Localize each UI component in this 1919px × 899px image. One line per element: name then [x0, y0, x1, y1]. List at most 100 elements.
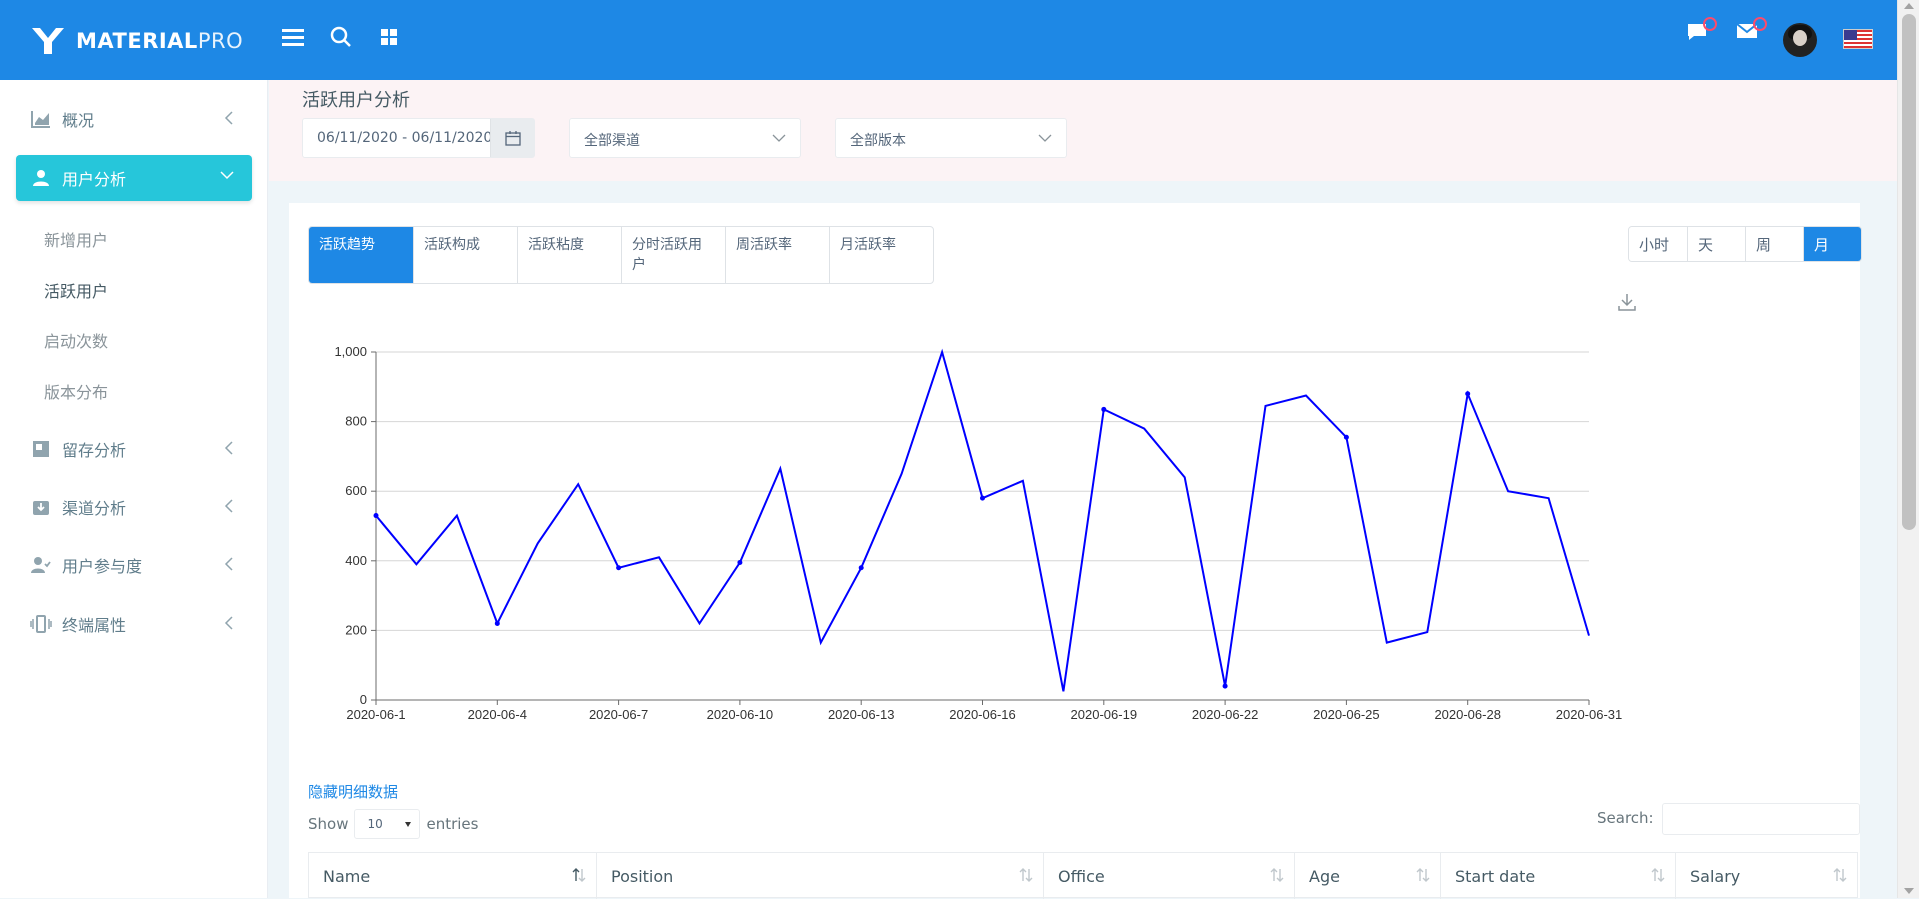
version-select-value: 全部版本	[850, 133, 906, 149]
x-tick-label: 2020-06-13	[828, 707, 895, 722]
period-toggle: 小时 天 周 月	[1628, 226, 1862, 262]
us-flag-icon[interactable]	[1843, 29, 1873, 49]
data-point	[1222, 683, 1228, 689]
column-header-name[interactable]: Name	[309, 853, 596, 899]
sort-icon	[1416, 868, 1430, 882]
toggle-detail-link[interactable]: 隐藏明细数据	[308, 783, 399, 801]
sidebar-item-engagement[interactable]: 用户参与度	[16, 542, 252, 588]
tab-active-trend[interactable]: 活跃趋势	[309, 227, 413, 283]
sidebar-item-label: 用户分析	[62, 170, 127, 189]
chevron-left-icon	[224, 441, 233, 455]
date-range-value[interactable]: 06/11/2020 - 06/11/2020	[317, 130, 490, 146]
x-tick-label: 2020-06-28	[1434, 707, 1501, 722]
period-week-button[interactable]: 周	[1745, 227, 1803, 261]
version-select[interactable]: 全部版本	[835, 118, 1067, 158]
sort-icon	[1270, 868, 1284, 882]
calendar-icon[interactable]	[490, 119, 534, 157]
scrollbar-thumb[interactable]	[1902, 14, 1916, 530]
brand-logo[interactable]: MATERIALPRO	[30, 24, 243, 58]
x-tick-label: 2020-06-1	[346, 707, 405, 722]
x-tick-label: 2020-06-31	[1556, 707, 1623, 722]
column-label: Name	[323, 867, 371, 886]
data-point	[737, 560, 743, 566]
column-header-age[interactable]: Age	[1294, 853, 1440, 899]
y-tick-label: 1,000	[334, 344, 367, 359]
message-icon[interactable]	[1686, 17, 1717, 46]
sidebar-item-label: 用户参与度	[62, 557, 143, 576]
tab-monthly-active-rate[interactable]: 月活跃率	[829, 227, 933, 283]
y-tick-label: 600	[345, 483, 367, 498]
period-hour-button[interactable]: 小时	[1629, 227, 1687, 261]
sort-asc-icon	[572, 868, 586, 882]
y-tick-label: 0	[360, 692, 367, 707]
download-icon[interactable]	[1617, 292, 1637, 312]
series-line	[375, 348, 1590, 692]
search-input[interactable]	[1662, 803, 1860, 835]
y-tick-label: 200	[345, 622, 367, 637]
date-range-picker[interactable]: 06/11/2020 - 06/11/2020	[302, 118, 535, 158]
tab-hourly-active[interactable]: 分时活跃用户	[621, 227, 725, 283]
sidebar-item-retention[interactable]: 留存分析	[16, 426, 252, 472]
column-header-position[interactable]: Position	[596, 853, 1043, 899]
channel-select[interactable]: 全部渠道	[569, 118, 801, 158]
search-label: Search:	[1597, 809, 1654, 827]
period-month-button[interactable]: 月	[1803, 227, 1861, 261]
x-tick-label: 2020-06-25	[1313, 707, 1380, 722]
scroll-down-icon[interactable]	[1904, 888, 1914, 894]
tab-active-composition[interactable]: 活跃构成	[413, 227, 517, 283]
y-tick-label: 400	[345, 553, 367, 568]
active-users-line-chart: 0 200 400 600 800 1,000 2020-06-1 2020-06-4 2020…	[334, 344, 1623, 722]
sort-icon	[1833, 868, 1847, 882]
filter-bar	[269, 80, 1897, 181]
sidebar-subitem-launches[interactable]: 启动次数	[44, 332, 109, 351]
mail-icon[interactable]	[1736, 17, 1767, 44]
table-header: Name Position Office Age Start date Sala…	[308, 852, 1858, 899]
chart-icon	[30, 108, 52, 130]
column-label: Salary	[1690, 867, 1741, 886]
page-title: 活跃用户分析	[302, 90, 410, 111]
sidebar-item-device[interactable]: 终端属性	[16, 601, 252, 647]
sidebar-subitem-new-users[interactable]: 新增用户	[44, 231, 109, 250]
data-point	[1343, 434, 1349, 440]
search-icon[interactable]	[328, 24, 354, 50]
avatar[interactable]	[1783, 23, 1817, 57]
x-tick-label: 2020-06-22	[1192, 707, 1259, 722]
data-point	[373, 513, 379, 519]
sidebar-item-overview[interactable]: 概况	[16, 96, 252, 142]
x-tick-label: 2020-06-7	[589, 707, 648, 722]
grid-icon[interactable]	[376, 24, 402, 50]
column-header-office[interactable]: Office	[1043, 853, 1294, 899]
download-box-icon	[30, 496, 52, 518]
sidebar-item-label: 留存分析	[62, 441, 127, 460]
data-point	[980, 495, 985, 501]
column-label: Office	[1058, 867, 1105, 886]
scroll-up-icon[interactable]	[1904, 3, 1914, 9]
y-tick-label: 800	[345, 414, 367, 429]
sidebar-subitem-versions[interactable]: 版本分布	[44, 383, 109, 402]
user-check-icon	[30, 554, 52, 576]
column-label: Position	[611, 867, 674, 886]
column-header-start-date[interactable]: Start date	[1440, 853, 1675, 899]
entries-select[interactable]: 10	[354, 809, 421, 839]
brand-name: MATERIALPRO	[76, 29, 244, 53]
chevron-down-icon	[1038, 134, 1052, 142]
data-point	[858, 565, 864, 571]
entries-length-control: Show 10 entries	[308, 809, 478, 839]
metric-tabs: 活跃趋势 活跃构成 活跃粘度 分时活跃用户 周活跃率 月活跃率	[308, 226, 934, 284]
sidebar-item-label: 渠道分析	[62, 499, 127, 518]
vibrate-icon	[30, 613, 52, 635]
show-label: Show	[308, 815, 349, 833]
tab-weekly-active-rate[interactable]: 周活跃率	[725, 227, 829, 283]
sidebar-item-channel[interactable]: 渠道分析	[16, 484, 252, 530]
sidebar-item-user-analysis[interactable]: 用户分析	[16, 155, 252, 201]
mail-notify-dot	[1753, 17, 1767, 31]
chevron-down-icon	[772, 134, 786, 142]
column-header-salary[interactable]: Salary	[1675, 853, 1857, 899]
period-day-button[interactable]: 天	[1687, 227, 1745, 261]
data-point	[494, 620, 500, 626]
top-navbar: MATERIALPRO	[0, 0, 1897, 80]
page-scrollbar[interactable]	[1897, 0, 1919, 898]
tab-active-stickiness[interactable]: 活跃粘度	[517, 227, 621, 283]
menu-icon[interactable]	[280, 24, 306, 50]
sidebar-subitem-active-users[interactable]: 活跃用户	[44, 282, 109, 301]
